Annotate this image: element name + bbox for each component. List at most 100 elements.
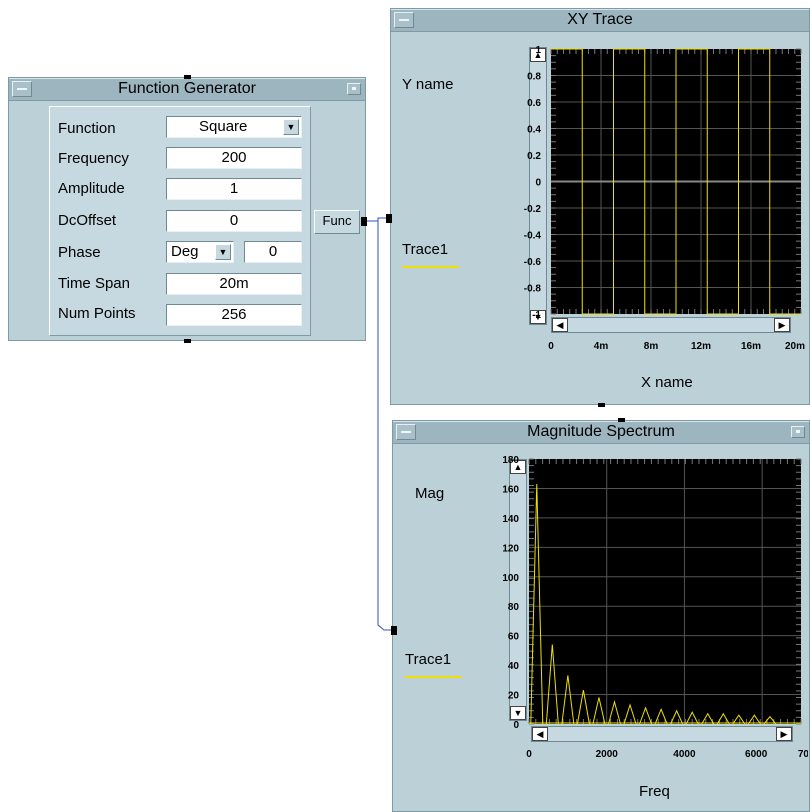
minimize-icon[interactable] <box>394 12 414 28</box>
maximize-icon[interactable] <box>791 426 805 438</box>
xy-sequence-out-terminal[interactable] <box>598 403 605 407</box>
spectrum-peak <box>716 712 730 725</box>
frequency-field[interactable]: 200 <box>166 147 302 169</box>
spectrum-peak <box>670 709 684 725</box>
spectrum-trace-label: Trace1 <box>405 651 452 668</box>
scroll-right-icon[interactable]: ▶ <box>774 318 790 332</box>
y-tick-label: -0.2 <box>524 204 542 215</box>
y-tick-label: 0.6 <box>527 98 541 109</box>
spectrum-peak <box>608 700 621 725</box>
y-tick-label: -0.4 <box>524 231 542 242</box>
x-tick-label: 6000 <box>745 749 768 760</box>
y-tick-label: 0 <box>535 178 541 189</box>
phase-field[interactable]: 0 <box>244 241 302 263</box>
func-output-pin[interactable]: Func <box>314 210 360 234</box>
xy-y-name: Y name <box>402 76 454 93</box>
function-dropdown[interactable]: Square ▼ <box>166 116 302 138</box>
amplitude-field[interactable]: 1 <box>166 178 302 200</box>
y-tick-label: 100 <box>502 573 519 584</box>
x-tick-label: 2000 <box>596 749 619 760</box>
scroll-right-icon[interactable]: ▶ <box>776 727 792 741</box>
function-dropdown-value: Square <box>199 118 248 135</box>
spectrum-peak <box>561 675 575 725</box>
spectrum-peak <box>639 706 653 725</box>
y-tick-label: 0.4 <box>527 125 541 136</box>
x-tick-label: 12m <box>691 341 711 352</box>
dcoffset-field[interactable]: 0 <box>166 210 302 232</box>
xy-horizontal-scrollbar[interactable]: ◀ ▶ <box>551 317 791 333</box>
minimize-icon[interactable] <box>396 424 416 440</box>
y-tick-label: 80 <box>508 602 520 613</box>
xy-input-terminal[interactable] <box>386 214 392 223</box>
phase-unit-dropdown[interactable]: Deg ▼ <box>166 241 234 263</box>
y-tick-label: -0.6 <box>524 257 542 268</box>
chevron-down-icon[interactable]: ▼ <box>215 244 231 260</box>
spectrum-peak <box>701 712 715 725</box>
spectrum-vertical-scrollbar[interactable]: ▲ ▼ <box>509 459 527 721</box>
x-tick-label: 7000 <box>798 749 808 760</box>
spectrum-horizontal-scrollbar[interactable]: ◀ ▶ <box>531 726 793 742</box>
spectrum-peak <box>685 711 699 725</box>
minimize-icon[interactable] <box>12 81 32 97</box>
magnitude-spectrum-titlebar[interactable]: Magnitude Spectrum <box>393 421 809 444</box>
spectrum-peak <box>592 697 606 725</box>
function-generator-title: Function Generator <box>118 80 256 97</box>
plot-area <box>529 459 801 724</box>
spectrum-peak <box>623 703 637 725</box>
sequence-in-terminal[interactable] <box>184 75 191 79</box>
function-generator-panel: Function Square ▼ Frequency 200 Amplitud… <box>49 106 311 336</box>
scroll-down-icon[interactable]: ▼ <box>530 310 546 324</box>
spectrum-peak <box>654 707 668 725</box>
time-span-field[interactable]: 20m <box>166 273 302 295</box>
spectrum-peak <box>576 690 590 725</box>
maximize-icon[interactable] <box>347 83 361 95</box>
xy-trace-window[interactable]: XY Trace Y name Trace1 X name ▲ ▼ ◀ ▶ 1 0… <box>390 8 810 405</box>
frequency-label: Frequency <box>58 150 129 167</box>
spectrum-peak <box>530 484 544 725</box>
y-tick-label: 60 <box>508 632 520 643</box>
scroll-left-icon[interactable]: ◀ <box>532 727 548 741</box>
amplitude-label: Amplitude <box>58 180 125 197</box>
phase-unit-value: Deg <box>171 243 199 260</box>
spectrum-peak <box>763 715 777 725</box>
xy-vertical-scrollbar[interactable]: ▲ ▼ <box>529 47 547 325</box>
y-tick-label: 0.8 <box>527 72 541 83</box>
scroll-down-icon[interactable]: ▼ <box>510 706 526 720</box>
y-tick-label: 20 <box>508 691 520 702</box>
xy-trace-titlebar[interactable]: XY Trace <box>391 9 809 32</box>
xy-trace-label: Trace1 <box>402 241 449 258</box>
spectrum-peak <box>747 714 761 725</box>
x-tick-label: 0 <box>548 341 554 352</box>
xy-trace-title: XY Trace <box>567 11 633 28</box>
num-points-label: Num Points <box>58 305 136 322</box>
function-generator-titlebar[interactable]: Function Generator <box>9 78 365 101</box>
xy-trace-plot[interactable]: 1 0.8 0.6 0.4 0.2 0 -0.2 -0.4 -0.6 -0.8 -1 0 4m 8m 12m… <box>486 39 806 364</box>
func-output-terminal[interactable] <box>361 217 367 226</box>
magnitude-spectrum-plot[interactable]: 1801601401201008060402000200040006000700… <box>463 451 808 773</box>
sequence-out-terminal[interactable] <box>184 339 191 343</box>
spectrum-sequence-in-terminal[interactable] <box>618 418 625 422</box>
function-generator-window[interactable]: Function Generator Function Square ▼ Fre… <box>8 77 366 341</box>
y-tick-label: 40 <box>508 661 520 672</box>
wire-to-xy-trace <box>361 217 390 222</box>
spectrum-trace-legend-line <box>405 676 462 678</box>
scroll-up-icon[interactable]: ▲ <box>530 48 546 62</box>
x-tick-label: 20m <box>785 341 805 352</box>
x-tick-label: 4m <box>594 341 609 352</box>
spectrum-y-name: Mag <box>415 485 445 502</box>
y-tick-label: 140 <box>502 514 519 525</box>
magnitude-spectrum-window[interactable]: Magnitude Spectrum Mag Trace1 Freq ▲ ▼ ◀… <box>392 420 810 812</box>
num-points-field[interactable]: 256 <box>166 304 302 326</box>
spectrum-x-name: Freq <box>639 783 670 800</box>
chevron-down-icon[interactable]: ▼ <box>283 119 299 135</box>
scroll-up-icon[interactable]: ▲ <box>510 460 526 474</box>
time-span-label: Time Span <box>58 275 130 292</box>
x-tick-label: 16m <box>741 341 761 352</box>
y-tick-label: -1 <box>532 310 541 321</box>
spectrum-input-terminal[interactable] <box>391 626 397 635</box>
scroll-left-icon[interactable]: ◀ <box>552 318 568 332</box>
x-tick-label: 4000 <box>673 749 696 760</box>
y-tick-label: 120 <box>502 543 519 554</box>
y-tick-label: 1 <box>535 45 541 56</box>
y-tick-label: 0 <box>513 720 519 731</box>
